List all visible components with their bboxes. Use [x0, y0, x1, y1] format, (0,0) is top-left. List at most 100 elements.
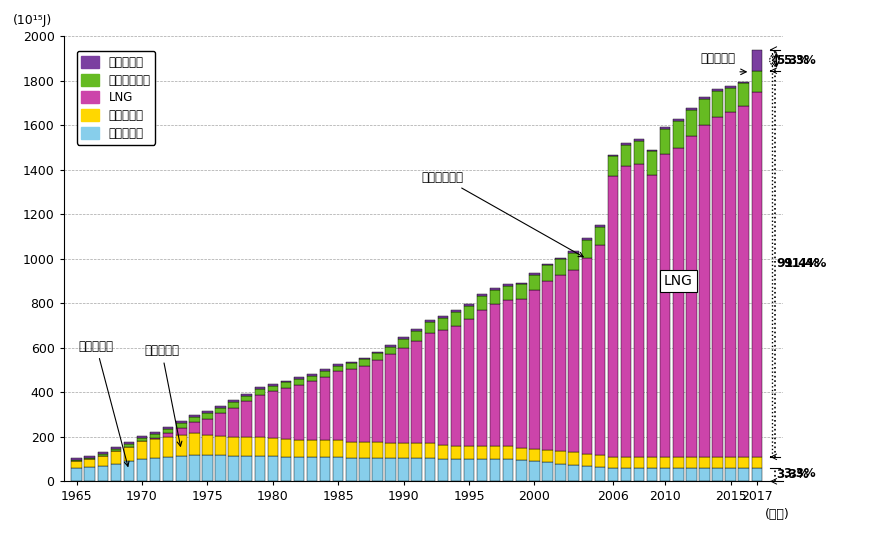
- Bar: [659, 127, 670, 129]
- Bar: [111, 464, 121, 481]
- Bar: [163, 427, 173, 429]
- Bar: [111, 449, 121, 451]
- Bar: [149, 439, 160, 458]
- Bar: [528, 461, 539, 481]
- Bar: [281, 439, 291, 457]
- Bar: [84, 456, 95, 458]
- Bar: [163, 429, 173, 434]
- Bar: [398, 444, 409, 458]
- Bar: [686, 136, 696, 457]
- Bar: [111, 447, 121, 449]
- Bar: [293, 440, 304, 457]
- Bar: [398, 339, 409, 348]
- Bar: [346, 363, 356, 369]
- Bar: [620, 468, 630, 481]
- Bar: [437, 459, 448, 481]
- Bar: [189, 454, 199, 481]
- Bar: [698, 468, 709, 481]
- Bar: [163, 434, 173, 437]
- Bar: [672, 457, 683, 468]
- Bar: [568, 452, 578, 465]
- Bar: [411, 329, 421, 331]
- Bar: [385, 345, 395, 347]
- Bar: [424, 333, 434, 444]
- Bar: [502, 446, 513, 459]
- Bar: [333, 364, 343, 366]
- Bar: [215, 408, 225, 413]
- Bar: [738, 106, 748, 457]
- Bar: [463, 319, 474, 446]
- Bar: [489, 290, 500, 304]
- Bar: [176, 435, 186, 456]
- Bar: [463, 459, 474, 481]
- Bar: [293, 384, 304, 440]
- Bar: [281, 381, 291, 382]
- Bar: [712, 468, 722, 481]
- Legend: その他ガス, 国産天然ガス, LNG, 石芭系ガス, 石油系ガス: その他ガス, 国産天然ガス, LNG, 石芭系ガス, 石油系ガス: [77, 51, 155, 145]
- Bar: [176, 423, 186, 428]
- Bar: [437, 330, 448, 445]
- Bar: [542, 450, 552, 462]
- Bar: [241, 396, 251, 401]
- Bar: [202, 454, 213, 481]
- Bar: [254, 389, 265, 395]
- Bar: [372, 442, 383, 458]
- Bar: [358, 358, 369, 359]
- Bar: [672, 119, 683, 121]
- Bar: [228, 400, 239, 402]
- Bar: [123, 461, 134, 481]
- Bar: [281, 388, 291, 439]
- Bar: [372, 360, 383, 442]
- Bar: [751, 92, 761, 457]
- Bar: [398, 337, 409, 339]
- Bar: [228, 437, 239, 456]
- Bar: [751, 457, 761, 468]
- Bar: [581, 238, 591, 240]
- Bar: [581, 258, 591, 453]
- Bar: [319, 371, 330, 376]
- Bar: [307, 374, 317, 375]
- Bar: [267, 456, 278, 481]
- Bar: [646, 175, 656, 457]
- Bar: [385, 444, 395, 458]
- Bar: [358, 359, 369, 366]
- Bar: [712, 457, 722, 468]
- Bar: [137, 436, 148, 438]
- Bar: [319, 370, 330, 371]
- Bar: [516, 460, 526, 481]
- Bar: [123, 444, 134, 447]
- Bar: [215, 436, 225, 454]
- Bar: [502, 286, 513, 301]
- Bar: [215, 413, 225, 436]
- Bar: [528, 273, 539, 275]
- Bar: [163, 437, 173, 457]
- Bar: [241, 456, 251, 481]
- Bar: [451, 459, 460, 481]
- Bar: [241, 394, 251, 396]
- Bar: [554, 276, 565, 451]
- Bar: [176, 456, 186, 481]
- Bar: [372, 351, 383, 354]
- Bar: [659, 129, 670, 154]
- Bar: [620, 166, 630, 457]
- Bar: [72, 460, 81, 461]
- Bar: [424, 458, 434, 481]
- Bar: [646, 468, 656, 481]
- Bar: [659, 457, 670, 468]
- Bar: [346, 369, 356, 442]
- Bar: [712, 91, 722, 117]
- Bar: [189, 434, 199, 454]
- Bar: [97, 454, 108, 456]
- Bar: [346, 442, 356, 458]
- Bar: [202, 419, 213, 435]
- Bar: [123, 442, 134, 444]
- Bar: [724, 468, 735, 481]
- Text: LNG: LNG: [663, 274, 692, 288]
- Bar: [202, 413, 213, 419]
- Bar: [385, 458, 395, 481]
- Bar: [568, 465, 578, 481]
- Bar: [189, 415, 199, 417]
- Bar: [581, 466, 591, 481]
- Bar: [542, 281, 552, 450]
- Bar: [176, 421, 186, 423]
